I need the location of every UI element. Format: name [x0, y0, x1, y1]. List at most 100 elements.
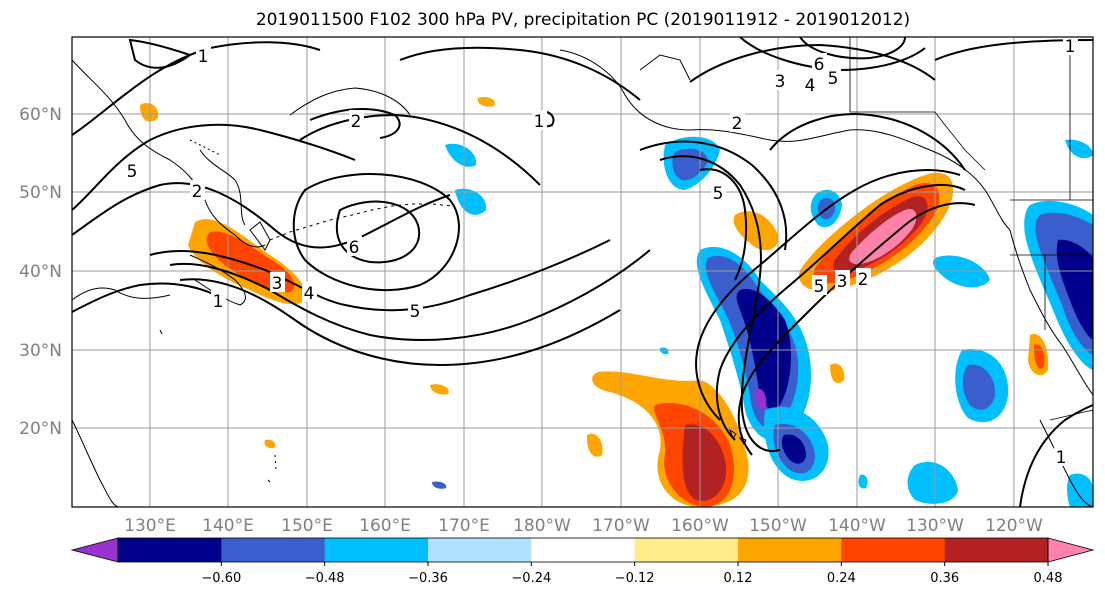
colorbar-tick-label: −0.36 — [408, 571, 448, 586]
contour-label: 2 — [351, 112, 362, 132]
lon-label: 130°E — [124, 516, 176, 536]
colorbar-tick-label: 0.12 — [724, 571, 753, 586]
precip-region-positive — [264, 439, 276, 449]
colorbar-segment — [634, 538, 739, 562]
colorbar-extend-min — [70, 537, 119, 563]
colorbar-tick-label: 0.48 — [1034, 571, 1063, 586]
lat-label: 20°N — [19, 419, 62, 439]
contour-label: 4 — [805, 76, 816, 96]
contour-label: 1 — [534, 112, 545, 132]
colorbar-segment — [221, 538, 326, 562]
gridlines — [72, 37, 1093, 507]
contour-label: 6 — [814, 55, 825, 75]
pv-contour — [72, 182, 451, 249]
lon-label: 170°W — [592, 516, 650, 536]
longitude-labels: 130°E 140°E 150°E 160°E 170°E 180°W 170°… — [124, 516, 1043, 536]
pv-contour — [695, 169, 961, 421]
coastline-china — [72, 287, 171, 301]
precip-region-negative — [1056, 239, 1093, 340]
contour-label: 5 — [828, 69, 839, 89]
pv-contour — [179, 278, 621, 367]
lon-label: 150°E — [281, 516, 333, 536]
contour-label: 1 — [1065, 37, 1076, 57]
precip-region-negative — [962, 364, 996, 410]
lon-label: 150°W — [749, 516, 807, 536]
aleutian-islands — [189, 139, 453, 241]
contour-label: 6 — [349, 238, 360, 258]
coastline-alaska — [559, 49, 1011, 231]
contour-label: 5 — [814, 277, 825, 297]
colorbar-extend-max — [1047, 537, 1095, 563]
colorbar-segment — [324, 538, 429, 562]
pv-contour — [639, 140, 788, 251]
lon-label: 160°W — [671, 516, 729, 536]
colorbar-tick-label: −0.60 — [201, 571, 241, 586]
colorbar-segment — [841, 538, 946, 562]
precip-region-negative — [455, 188, 487, 215]
contour-label: 3 — [775, 72, 786, 92]
precip-region-negative — [445, 143, 477, 167]
colorbar-segment — [428, 538, 532, 562]
pv-contour — [659, 155, 781, 452]
pv-contour — [399, 46, 641, 101]
lon-label: 130°W — [906, 516, 964, 536]
precip-region-negative — [432, 481, 447, 489]
contour-label: 2 — [192, 182, 203, 202]
pv-contour — [335, 200, 421, 264]
precip-region-negative — [754, 388, 767, 410]
pv-contour — [72, 282, 226, 313]
pv-contour — [769, 113, 966, 171]
lon-label: 180°W — [513, 516, 571, 536]
lat-label: 60°N — [19, 105, 62, 125]
pv-contour — [299, 114, 541, 186]
pv-contour — [72, 123, 356, 211]
lon-label: 120°W — [985, 516, 1043, 536]
pv-contour — [689, 43, 936, 83]
colorbar-tick-label: 0.24 — [827, 571, 856, 586]
precip-region-negative — [1065, 139, 1093, 159]
precip-region-negative — [907, 461, 958, 504]
colorbar: −0.60 −0.48 −0.36 −0.24 −0.12 0.12 0.24 0.36 0.4… — [70, 537, 1095, 586]
pv-contour — [149, 239, 611, 312]
pv-contour — [309, 107, 401, 139]
lon-label: 160°E — [359, 516, 411, 536]
precip-region-positive — [849, 209, 917, 265]
contour-label: 5 — [127, 162, 138, 182]
pv-contour — [169, 249, 651, 341]
precip-region-positive — [430, 384, 449, 395]
precip-region-negative — [736, 289, 792, 409]
colorbar-segment — [944, 538, 1049, 562]
precip-region-positive — [140, 103, 159, 122]
coastline-philippines — [72, 419, 119, 507]
colorbar-tick-label: −0.24 — [511, 571, 551, 586]
precip-region-positive — [477, 97, 495, 107]
latitude-labels: 60°N 50°N 40°N 30°N 20°N — [19, 105, 62, 439]
border-alaska-canada — [849, 37, 935, 113]
political-borders — [849, 37, 1093, 421]
lon-label: 140°W — [828, 516, 886, 536]
pv-contour — [715, 184, 966, 441]
contour-label: 5 — [410, 302, 421, 322]
precip-region-negative — [781, 434, 806, 464]
colorbar-tick-label: 0.36 — [930, 571, 959, 586]
plot-title: 2019011500 F102 300 hPa PV, precipitatio… — [256, 10, 910, 30]
pv-contour — [737, 202, 976, 456]
pv-contour — [292, 173, 460, 292]
pv-contour — [128, 38, 193, 69]
contour-label: 1 — [198, 47, 209, 67]
contour-label: 5 — [713, 184, 724, 204]
precip-region-positive — [830, 363, 845, 384]
coastline-alaska-west — [639, 54, 691, 81]
lon-label: 170°E — [438, 516, 490, 536]
map-frame — [71, 36, 1094, 508]
map-panel: 1 2 5 1 3 4 6 5 2 1 2 — [71, 36, 1094, 508]
contour-label: 2 — [858, 270, 869, 290]
contour-label: 1 — [213, 292, 224, 312]
lon-label: 140°E — [202, 516, 254, 536]
lat-label: 40°N — [19, 262, 62, 282]
colorbar-tick-label: −0.12 — [615, 571, 655, 586]
contour-label: 2 — [732, 114, 743, 134]
precip-region-positive — [586, 433, 603, 457]
contour-label: 4 — [304, 284, 315, 304]
